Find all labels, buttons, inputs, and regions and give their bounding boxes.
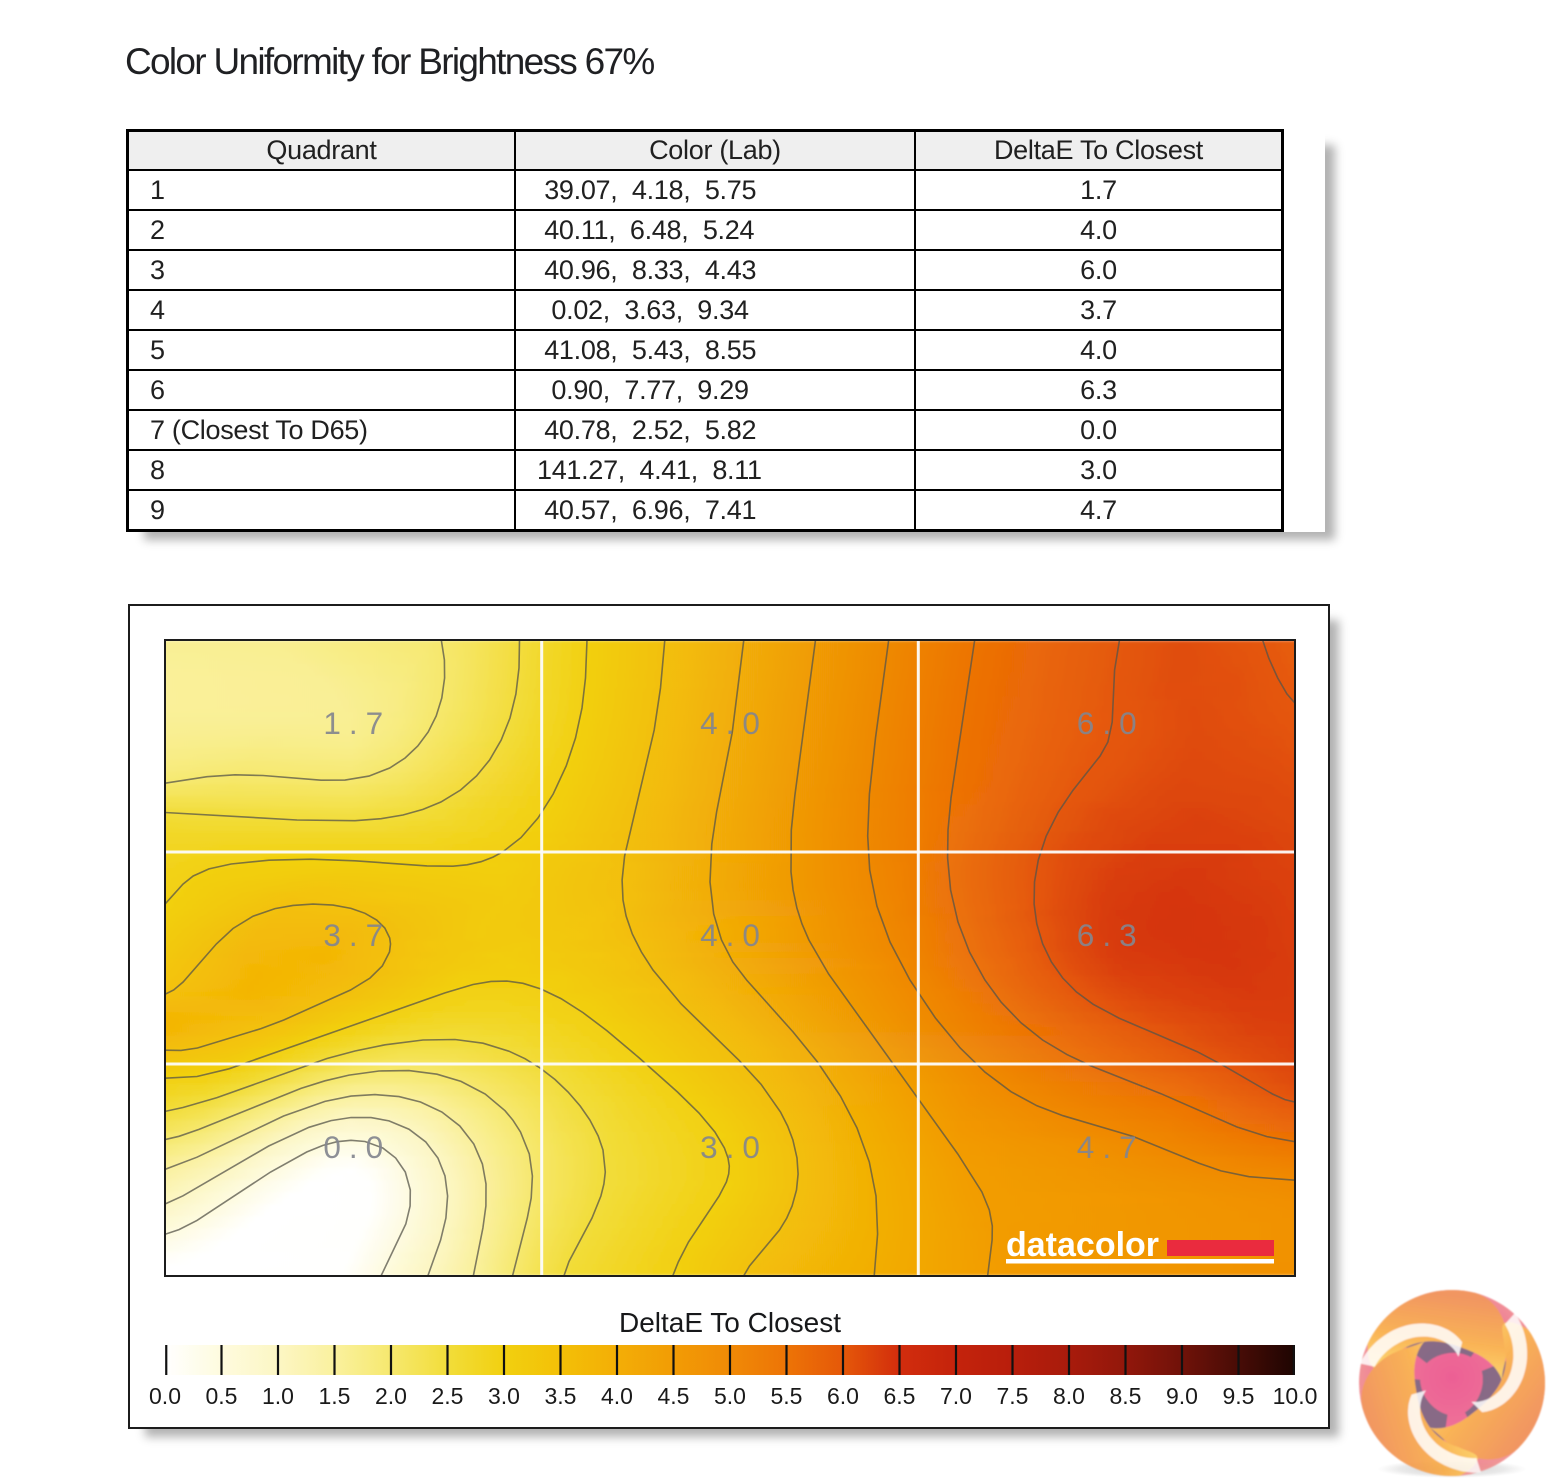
svg-text:8.0: 8.0 [1053,1383,1085,1409]
svg-text:2.0: 2.0 [375,1383,407,1409]
svg-text:3.0: 3.0 [488,1383,520,1409]
svg-text:10.0: 10.0 [1273,1383,1318,1409]
svg-text:4.7: 4.7 [1077,1129,1145,1165]
svg-text:3.5: 3.5 [545,1383,577,1409]
svg-text:4.0: 4.0 [700,705,768,741]
svg-text:9.5: 9.5 [1223,1383,1255,1409]
svg-text:2.5: 2.5 [432,1383,464,1409]
svg-text:4.0: 4.0 [601,1383,633,1409]
svg-text:0.0: 0.0 [149,1383,181,1409]
svg-text:5.0: 5.0 [714,1383,746,1409]
svg-text:3.0: 3.0 [700,1129,768,1165]
svg-text:DeltaE To Closest: DeltaE To Closest [619,1307,841,1338]
svg-text:3.7: 3.7 [323,917,391,953]
svg-text:1.5: 1.5 [319,1383,351,1409]
svg-text:5.5: 5.5 [771,1383,803,1409]
svg-text:9.0: 9.0 [1166,1383,1198,1409]
svg-text:6.3: 6.3 [1077,917,1145,953]
svg-text:6.0: 6.0 [827,1383,859,1409]
svg-text:6.0: 6.0 [1077,705,1145,741]
svg-text:1.7: 1.7 [323,705,391,741]
svg-text:8.5: 8.5 [1110,1383,1142,1409]
svg-text:4.5: 4.5 [658,1383,690,1409]
svg-text:7.0: 7.0 [940,1383,972,1409]
svg-text:0.5: 0.5 [206,1383,238,1409]
svg-text:datacolor: datacolor [1006,1226,1159,1264]
svg-text:1.0: 1.0 [262,1383,294,1409]
svg-text:6.5: 6.5 [884,1383,916,1409]
svg-text:4.0: 4.0 [700,917,768,953]
svg-text:7.5: 7.5 [997,1383,1029,1409]
svg-text:0.0: 0.0 [323,1129,391,1165]
